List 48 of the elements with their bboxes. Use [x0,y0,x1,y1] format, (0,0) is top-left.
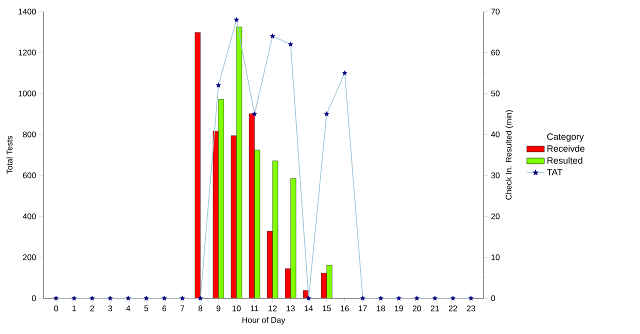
x-tick-label: 12 [268,305,277,311]
x-tick-label: 9 [216,305,220,312]
legend-title: Category [547,133,584,142]
x-tick-label: 16 [340,305,349,312]
x-tick-label: 22 [448,305,458,311]
x-axis-title: Hour of Day [242,316,286,324]
y2-tick-label: 70 [491,8,500,14]
legend-label: Receivde [547,144,584,152]
x-tick-label: 10 [232,305,241,312]
legend-label: TAT [546,168,562,176]
x-tick-label: 13 [286,305,295,312]
x-tick-label: 17 [358,305,367,311]
x-tick-label: 18 [376,305,385,312]
y-tick-label: 1000 [18,90,36,96]
y2-tick-label: 20 [491,213,500,220]
y-tick-label: 600 [23,172,36,178]
x-tick-label: 20 [412,305,422,312]
y-tick-label: 1200 [18,49,36,56]
y-tick-label: 200 [23,254,36,260]
x-tick-label: 3 [108,305,112,312]
x-tick-label: 6 [162,305,166,312]
y-tick-label: 400 [22,213,36,220]
x-tick-label: 14 [304,305,313,311]
y2-tick-label: 40 [491,131,500,138]
x-tick-label: 21 [430,305,440,311]
y-tick-label: 800 [22,131,36,138]
y-axis-title: Total Tests [6,136,12,174]
x-tick-label: 15 [322,305,331,311]
x-tick-label: 2 [90,305,94,311]
y-tick-label: 1400 [18,8,36,14]
legend-label: Resulted [547,156,582,164]
x-tick-label: 23 [466,305,476,312]
y2-tick-label: 60 [491,49,500,56]
y2-tick-label: 10 [492,254,500,260]
bar [194,32,201,298]
y2-axis-title: Check In. Resulted (min) [506,110,514,200]
x-tick-label: 0 [54,305,58,312]
x-tick-label: 19 [394,305,403,312]
x-tick-label: 7 [180,305,184,311]
y2-tick-label: 0 [491,295,496,301]
y2-tick-label: 30 [491,172,500,178]
y2-tick-label: 50 [491,90,500,96]
x-tick-label: 8 [198,305,202,312]
x-tick-label: 4 [126,305,130,311]
x-tick-label: 11 [250,305,258,311]
x-tick-label: 1 [72,305,76,311]
y-tick-label: 0 [32,295,36,301]
x-tick-label: 5 [144,305,148,311]
